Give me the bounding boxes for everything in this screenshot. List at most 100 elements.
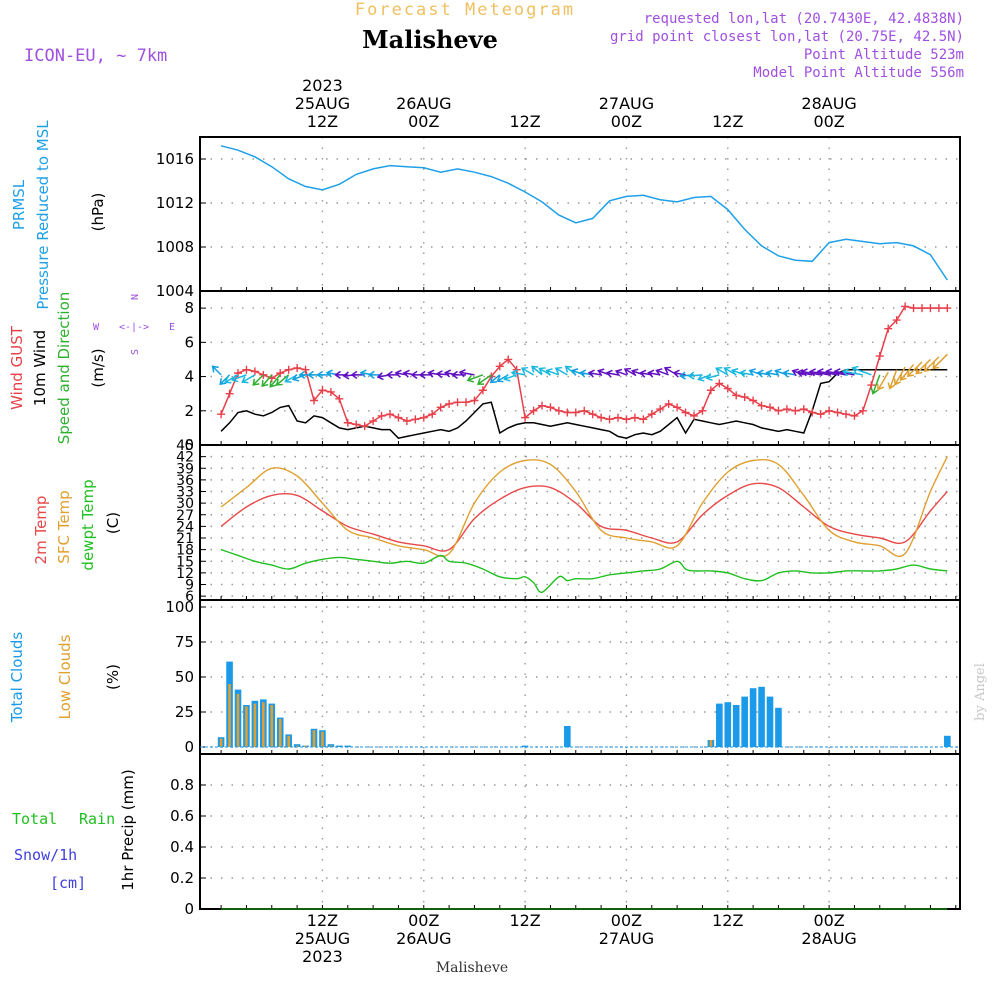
temp-labels: 2m Temp SFC Temp dewpt Temp (C) (32, 479, 122, 570)
y-tick-label: 18 (176, 543, 194, 559)
time-label: 12Z (307, 112, 338, 131)
wind-arrow (489, 374, 501, 384)
gust-marker (495, 362, 504, 371)
y-tick-label: 1004 (156, 282, 194, 300)
total-cloud-bar (521, 745, 529, 747)
gust-marker (571, 408, 580, 417)
gust-marker (943, 304, 952, 313)
precip-axis-label: 1hr Precip (mm) (119, 769, 137, 890)
snow-unit: [cm] (50, 874, 86, 892)
y-tick-label: 0.2 (170, 869, 194, 887)
footer-station: Malisheve (436, 960, 508, 976)
wind-arrow (291, 373, 306, 382)
gust-marker (858, 406, 867, 415)
y-tick-label: 0.8 (170, 776, 194, 794)
gust-marker (419, 413, 428, 422)
low-cloud-bar (312, 730, 316, 747)
total-cloud-bar (564, 726, 571, 747)
clouds-unit: (%) (104, 664, 122, 690)
y-tick-label: 4 (184, 368, 194, 386)
t2m-label: 2m Temp (32, 496, 50, 565)
low-cloud-bar (304, 745, 307, 747)
y-tick-label: 0.6 (170, 807, 194, 825)
time-label: 25AUG (295, 929, 350, 948)
time-label: 26AUG (396, 94, 451, 113)
wind-arrow (520, 366, 534, 376)
gust-marker (833, 408, 842, 417)
wind-speed-line (220, 368, 948, 440)
wind-arrow (605, 369, 619, 378)
gust-marker (799, 405, 808, 414)
wind-frame (199, 290, 961, 446)
gust-marker (934, 304, 943, 313)
gust-marker (825, 406, 834, 415)
total-cloud-bar (724, 702, 732, 747)
time-label: 2023 (302, 76, 343, 95)
time-label: 27AUG (599, 929, 654, 948)
wind-arrow (870, 374, 881, 395)
wind-arrow (841, 368, 864, 377)
gust-marker (462, 398, 470, 407)
credit-text: by Angel (973, 663, 988, 721)
gust-marker (504, 355, 513, 364)
gust-marker (470, 396, 479, 405)
wind-arrow (545, 368, 560, 376)
gust-marker (740, 393, 749, 402)
y-tick-label: 27 (176, 508, 194, 524)
gust-marker (842, 410, 850, 419)
wind-arrow (647, 369, 661, 378)
time-label: 2023 (302, 947, 343, 966)
wind-arrow (231, 374, 247, 383)
gust-marker (453, 398, 462, 407)
gust-marker (394, 413, 403, 422)
low-cloud-bar (270, 705, 274, 747)
wind-arrow (510, 369, 526, 378)
low-cloud-bar (329, 745, 333, 747)
precipitation-frame (199, 753, 961, 910)
temperature-frame (199, 444, 961, 601)
time-label: 12Z (307, 911, 338, 930)
compass-arrows: <-|-> (119, 322, 149, 333)
total-cloud-bar (344, 745, 352, 747)
time-label: 00Z (408, 911, 439, 930)
low-cloud-bar (236, 693, 240, 747)
gust-marker (926, 304, 935, 313)
gust-marker (217, 410, 226, 419)
wind-arrow (476, 374, 492, 385)
wind-arrow (893, 366, 906, 386)
gust-marker (816, 410, 825, 419)
gust-marker (225, 389, 234, 398)
gust-marker (343, 418, 352, 427)
wind-arrow (851, 365, 872, 376)
y-tick-label: 0 (184, 738, 194, 756)
gust-marker (766, 403, 774, 412)
gust-marker (538, 401, 546, 410)
y-tick-label: 75 (175, 633, 194, 651)
gust-marker (630, 413, 639, 422)
total-cloud-bar (716, 703, 723, 747)
wind-arrow (899, 364, 915, 381)
time-label: 12Z (712, 911, 743, 930)
model-label: ICON-EU, ~ 7km (24, 46, 167, 66)
wind-arrow (876, 371, 889, 391)
wind-arrow (687, 371, 703, 380)
wind-gust-label: Wind GUST (8, 325, 26, 410)
compass-w: W (93, 322, 100, 333)
low-cloud-bar (295, 745, 299, 747)
pressure-frame (199, 136, 961, 292)
gust-marker (698, 406, 707, 415)
wind-arrow (211, 365, 222, 376)
gust-marker (402, 417, 411, 426)
low-cloud-bar (262, 702, 265, 747)
wind-arrow (219, 374, 231, 386)
gust-marker (901, 302, 910, 311)
gust-marker (715, 379, 724, 388)
gust-marker (782, 405, 791, 414)
wind-arrow (715, 366, 729, 376)
pressure-panel: 1004 1008 1012 1016 (156, 136, 961, 300)
gust-marker (580, 406, 589, 415)
gust-marker (386, 410, 394, 419)
gust-marker (647, 410, 656, 419)
y-tick-label: 33 (176, 485, 194, 501)
wind-arrow (739, 369, 754, 378)
